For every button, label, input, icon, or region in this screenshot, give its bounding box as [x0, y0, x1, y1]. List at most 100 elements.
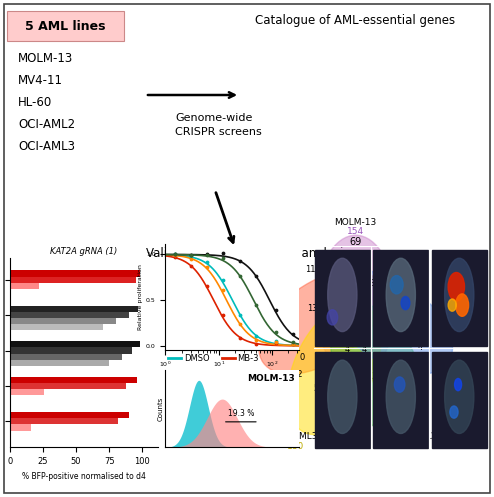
- Text: 1: 1: [338, 279, 343, 288]
- Bar: [373, 352, 428, 448]
- Point: [171, 250, 179, 258]
- Point: [219, 311, 227, 319]
- Bar: [10, 318, 116, 325]
- Text: 7: 7: [394, 265, 400, 274]
- Point: [272, 338, 280, 346]
- Point: [289, 340, 297, 348]
- Bar: [373, 250, 428, 346]
- Text: of candidate hits: of candidate hits: [199, 260, 297, 273]
- Text: 4: 4: [411, 370, 416, 379]
- Text: 91: 91: [414, 409, 426, 418]
- MOLM-13: [295, 342, 301, 348]
- Point: [203, 263, 211, 271]
- OCI-AML3: [187, 255, 193, 261]
- Text: 4: 4: [379, 281, 385, 290]
- Text: OCI-AML2: OCI-AML2: [394, 432, 437, 441]
- Ellipse shape: [390, 275, 403, 294]
- Bar: [432, 250, 487, 346]
- Ellipse shape: [386, 360, 415, 433]
- OCI-AML3: [295, 342, 301, 348]
- Ellipse shape: [445, 360, 474, 433]
- Text: 19.3 %: 19.3 %: [228, 409, 254, 418]
- HL-48: [168, 251, 174, 257]
- Text: 4: 4: [345, 345, 350, 354]
- Text: 3: 3: [407, 353, 412, 362]
- Text: 4: 4: [361, 345, 367, 354]
- MV4-11: [170, 254, 176, 260]
- Point: [219, 254, 227, 262]
- OCI-AML3: [289, 342, 295, 348]
- Bar: [10, 389, 44, 395]
- Bar: [10, 424, 31, 430]
- Ellipse shape: [328, 360, 357, 433]
- Point: [171, 249, 179, 257]
- Bar: [10, 277, 135, 283]
- Text: 38: 38: [377, 391, 388, 400]
- Bar: [10, 412, 129, 418]
- Bar: [10, 383, 126, 389]
- Text: OCI-AML2: OCI-AML2: [326, 330, 351, 334]
- Point: [252, 332, 260, 340]
- Text: MOLM-13: MOLM-13: [334, 218, 377, 227]
- HL-48: [187, 252, 193, 258]
- Point: [272, 328, 280, 335]
- Text: 2: 2: [327, 281, 332, 290]
- Ellipse shape: [401, 296, 410, 310]
- Bar: [10, 306, 138, 312]
- MOLM-13: [198, 257, 204, 263]
- Text: 63: 63: [258, 278, 271, 288]
- Ellipse shape: [386, 258, 415, 331]
- Text: 3: 3: [288, 342, 294, 351]
- Text: 154: 154: [347, 227, 364, 236]
- Point: [171, 250, 179, 258]
- HL-48: [198, 252, 204, 258]
- Text: 223: 223: [407, 442, 424, 451]
- Point: [236, 257, 244, 265]
- Text: 6: 6: [345, 359, 350, 368]
- Point: [272, 338, 280, 346]
- Bar: [315, 250, 370, 346]
- Ellipse shape: [454, 379, 461, 391]
- Bar: [432, 352, 487, 448]
- Point: [289, 340, 297, 348]
- Text: 1: 1: [395, 306, 400, 315]
- Bar: [10, 312, 129, 318]
- Ellipse shape: [448, 299, 456, 311]
- MOLM-13: [170, 252, 176, 258]
- Point: [203, 251, 211, 259]
- Line: HL-48: HL-48: [165, 254, 298, 344]
- Point: [252, 272, 260, 280]
- Text: 5 AML lines: 5 AML lines: [25, 20, 105, 33]
- MOLM-13: [284, 342, 290, 348]
- Text: HL-48: HL-48: [326, 338, 341, 343]
- MV4-11: [168, 254, 174, 260]
- Text: 5: 5: [313, 384, 319, 393]
- Y-axis label: Counts: Counts: [158, 397, 164, 421]
- OCI-AML2: [295, 336, 301, 342]
- MV4-11: [289, 343, 295, 349]
- Text: 0: 0: [299, 353, 304, 362]
- Bar: [10, 347, 131, 353]
- OCI-AML3: [198, 260, 204, 266]
- Point: [171, 249, 179, 257]
- Point: [272, 306, 280, 314]
- Point: [187, 255, 195, 263]
- OCI-AML2: [187, 251, 193, 257]
- Point: [203, 249, 211, 257]
- Point: [219, 286, 227, 294]
- Text: 66: 66: [466, 276, 477, 285]
- Text: 13: 13: [283, 323, 293, 331]
- MOLM-13: [163, 252, 168, 258]
- OCI-AML3: [168, 252, 174, 258]
- Point: [289, 337, 297, 345]
- MOLM-13: [168, 252, 174, 258]
- Point: [289, 330, 297, 338]
- MOLM-13: [289, 342, 295, 348]
- Ellipse shape: [288, 303, 381, 435]
- Bar: [10, 270, 139, 277]
- Text: MOLM-13: MOLM-13: [326, 305, 350, 310]
- FancyBboxPatch shape: [7, 11, 124, 41]
- Bar: [10, 341, 139, 347]
- OCI-AML2: [170, 251, 176, 257]
- Point: [236, 334, 244, 342]
